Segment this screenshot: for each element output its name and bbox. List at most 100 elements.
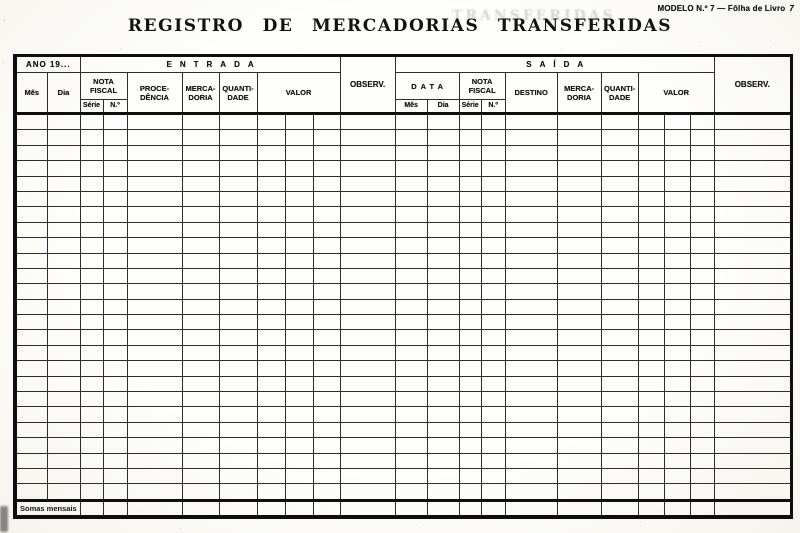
entry-cell [504, 329, 558, 346]
entry-cell [102, 190, 128, 208]
entry-cell [256, 360, 286, 377]
entry-cell [600, 483, 639, 501]
entry-cell [181, 391, 220, 408]
entry-cell [458, 160, 482, 177]
model-note-text: MODELO N.º 7 — Fôlha de Livro [657, 4, 786, 13]
subcol-header-serie-saida: Série [458, 99, 482, 114]
entry-cell [79, 375, 104, 393]
entry-cell [426, 467, 460, 485]
entry-cell [102, 344, 128, 362]
entry-cell [339, 111, 396, 131]
col-header-valor-entrada: VALOR [256, 72, 341, 114]
entry-cell [394, 391, 428, 408]
entry-cell [713, 329, 792, 346]
entry-cell [14, 375, 48, 393]
entry-cell [14, 237, 48, 254]
entry-cell [394, 283, 428, 300]
entry-cell [689, 175, 715, 192]
entry-cell [458, 344, 482, 362]
entry-cell [312, 206, 341, 223]
entry-cell [663, 437, 691, 454]
entry-cell [600, 221, 639, 239]
entry-cell [14, 144, 48, 162]
entry-cell [394, 111, 428, 131]
entry-cell [394, 267, 428, 285]
entry-cell [14, 298, 48, 316]
entry-cell [504, 111, 558, 131]
subcol-header-numero-saida: N.º [480, 99, 506, 114]
entry-row [14, 467, 792, 485]
entry-cell [458, 221, 482, 239]
entry-cell [504, 129, 558, 146]
entry-cell [504, 221, 558, 239]
header-row-subcolumns: Série N.º Mês Dia Série N.º [15, 99, 791, 114]
entry-cell [102, 314, 128, 331]
scan-speckle-artifacts [0, 0, 1, 1]
col-header-nota-fiscal-saida: NOTA FISCAL [458, 72, 506, 100]
entry-cell [713, 267, 792, 285]
entry-row [14, 160, 792, 177]
entry-cell [480, 160, 506, 177]
entry-cell [600, 391, 639, 408]
entry-cell [126, 406, 183, 423]
entry-row [14, 175, 792, 192]
entry-cell [218, 237, 258, 254]
entry-cell [663, 175, 691, 192]
entry-cell [339, 360, 396, 377]
entry-cell [14, 314, 48, 331]
entry-cell [256, 221, 286, 239]
entry-cell [504, 160, 558, 177]
entry-cell [426, 421, 460, 439]
entry-cell [394, 360, 428, 377]
entry-cell [713, 206, 792, 223]
entry-cell [600, 283, 639, 300]
entry-cell [256, 237, 286, 254]
entry-cell [663, 129, 691, 146]
entry-cell [556, 421, 602, 439]
entry-cell [102, 360, 128, 377]
somas-cell [426, 498, 460, 518]
entry-cell [102, 283, 128, 300]
entry-cell [480, 360, 506, 377]
entry-cell [556, 129, 602, 146]
entry-cell [394, 483, 428, 501]
entry-cell [14, 206, 48, 223]
entry-cell [312, 252, 341, 269]
entry-cell [126, 160, 183, 177]
entry-cell [181, 483, 220, 501]
entry-cell [689, 298, 715, 316]
entry-cell [394, 406, 428, 423]
col-header-valor-saida: VALOR [637, 72, 715, 114]
entry-cell [79, 175, 104, 192]
entry-cell [458, 283, 482, 300]
entry-cell [458, 437, 482, 454]
entry-cell [284, 391, 314, 408]
entry-cell [256, 452, 286, 469]
entry-cell [689, 437, 715, 454]
entry-cell [458, 314, 482, 331]
entry-cell [689, 221, 715, 239]
entry-cell [339, 144, 396, 162]
entry-cell [480, 111, 506, 131]
entry-cell [181, 111, 220, 131]
entry-cell [79, 190, 104, 208]
somas-cell [713, 498, 792, 518]
entry-cell [458, 129, 482, 146]
col-header-destino: DESTINO [504, 72, 558, 114]
entry-cell [713, 190, 792, 208]
entry-cell [713, 221, 792, 239]
entry-cell [426, 360, 460, 377]
subcol-header-serie-entrada: Série [79, 99, 104, 114]
entry-cell [600, 329, 639, 346]
entry-cell [181, 421, 220, 439]
entry-cell [181, 175, 220, 192]
entry-row [14, 452, 792, 469]
entry-cell [312, 175, 341, 192]
entry-row [14, 344, 792, 362]
entry-cell [713, 467, 792, 485]
entry-cell [713, 360, 792, 377]
entry-cell [504, 237, 558, 254]
entry-cell [284, 221, 314, 239]
entry-cell [600, 175, 639, 192]
entry-cell [79, 360, 104, 377]
